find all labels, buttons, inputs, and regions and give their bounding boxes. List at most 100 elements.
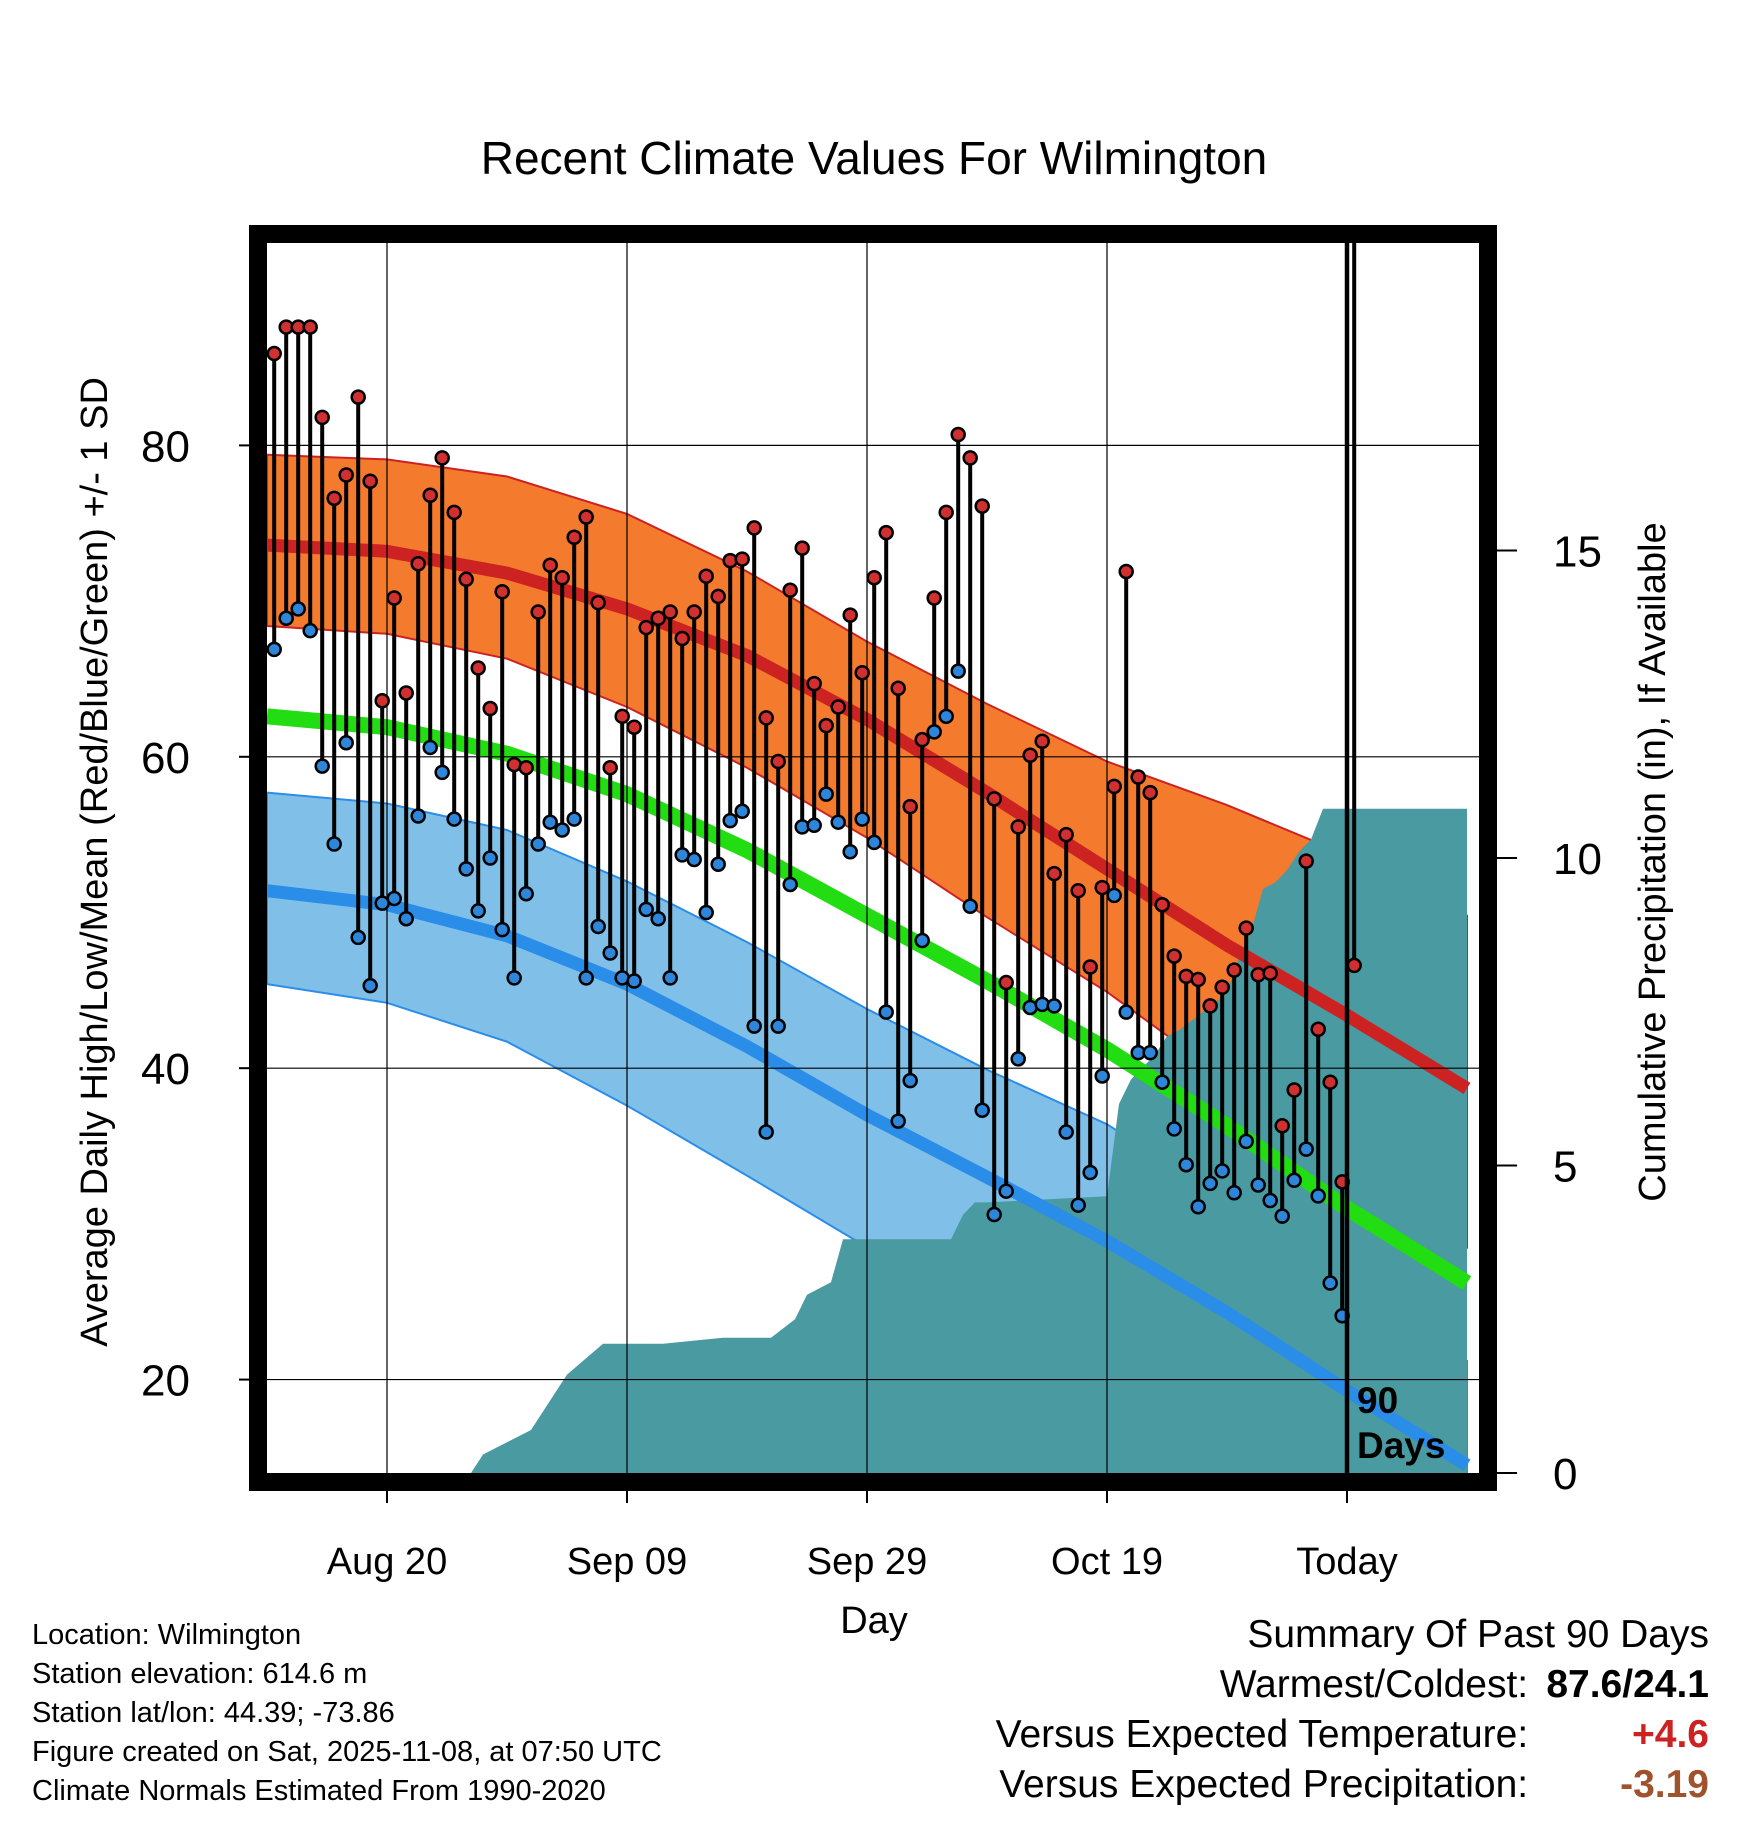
daily-high-point (614, 708, 630, 725)
daily-high-point (1130, 769, 1146, 785)
chart-title: Recent Climate Values For Wilmington (481, 132, 1268, 184)
daily-high-point (482, 700, 498, 717)
daily-low-point (878, 1004, 894, 1020)
daily-high-point (542, 557, 558, 574)
daily-low-point (1286, 1172, 1302, 1189)
daily-high-point (842, 607, 858, 623)
daily-high-point (962, 450, 978, 466)
daily-low-point (926, 724, 942, 740)
daily-low-point (866, 834, 882, 851)
daily-low-point (350, 929, 366, 946)
daily-low-point (746, 1018, 762, 1034)
summary-precip-row: Versus Expected Precipitation: -3.19 (996, 1760, 1709, 1810)
daily-low-point (1298, 1141, 1314, 1157)
y-tick-label: 40 (141, 1045, 190, 1094)
daily-low-point (1118, 1004, 1134, 1020)
daily-low-point (386, 890, 402, 907)
warmest-label: Warmest/Coldest: (1219, 1663, 1529, 1706)
y-tick-label: 80 (141, 422, 190, 471)
daily-low-point (446, 811, 462, 827)
daily-high-point (530, 604, 546, 620)
daily-low-point (1046, 998, 1062, 1014)
daily-high-point (302, 319, 318, 335)
daily-high-point (806, 675, 822, 692)
daily-low-point (338, 735, 354, 751)
daily-high-point (554, 569, 570, 586)
daily-high-point (1022, 747, 1038, 763)
temp-value: +4.6 (1632, 1713, 1709, 1756)
summary-panel: Summary Of Past 90 Days Warmest/Coldest:… (996, 1610, 1709, 1810)
daily-high-point (1142, 784, 1158, 801)
temp-label: Versus Expected Temperature: (995, 1713, 1529, 1756)
daily-low-point (1106, 887, 1122, 904)
daily-high-point (326, 490, 342, 507)
precipitation-area (267, 808, 1467, 1473)
daily-low-point (1274, 1208, 1290, 1224)
daily-low-point (1178, 1156, 1194, 1173)
daily-low-point (1250, 1177, 1266, 1193)
daily-high-point (578, 509, 594, 525)
daily-low-point (698, 904, 714, 921)
daily-high-point (998, 974, 1014, 991)
daily-low-point (578, 970, 594, 986)
daily-high-point (674, 630, 690, 647)
daily-high-point (1106, 778, 1122, 795)
daily-high-point (938, 504, 954, 521)
daily-low-point (302, 622, 318, 639)
daily-low-point (470, 903, 486, 919)
y-tick-label: 60 (141, 734, 190, 783)
x-axis-label: Day (840, 1600, 908, 1642)
daily-low-point (842, 844, 858, 860)
daily-low-point (1262, 1192, 1278, 1209)
today-days-number: 90 (1357, 1380, 1398, 1421)
latlon-text: Station lat/lon: 44.39; -73.86 (32, 1697, 395, 1729)
daily-low-point (542, 814, 558, 830)
daily-low-point (1154, 1074, 1170, 1090)
daily-low-point (482, 850, 498, 866)
daily-high-point (854, 664, 870, 681)
daily-high-point (1154, 896, 1170, 913)
daily-high-point (902, 798, 918, 815)
daily-high-point (1262, 965, 1278, 981)
daily-high-point (770, 753, 786, 770)
daily-low-point (1094, 1068, 1110, 1084)
daily-high-point (626, 719, 642, 735)
daily-low-point (1202, 1175, 1218, 1192)
daily-low-point (806, 817, 822, 834)
station-info: Location: Wilmington Station elevation: … (32, 1616, 662, 1811)
y2-tick-label: 15 (1553, 528, 1602, 577)
daily-high-point (1202, 998, 1218, 1014)
daily-high-point (1034, 733, 1050, 749)
daily-low-point (1238, 1133, 1254, 1150)
daily-low-point (914, 932, 930, 949)
x-tick-label: Sep 09 (567, 1541, 687, 1583)
daily-high-point (518, 759, 534, 776)
daily-high-point (986, 791, 1002, 807)
daily-high-point (1286, 1082, 1302, 1098)
x-tick-label: Oct 19 (1051, 1541, 1163, 1583)
daily-low-point (650, 910, 666, 927)
daily-low-point (950, 663, 966, 679)
summary-temp-row: Versus Expected Temperature: +4.6 (996, 1710, 1709, 1760)
daily-low-point (1166, 1121, 1182, 1137)
x-tick-label: Sep 29 (807, 1541, 927, 1583)
daily-low-point (782, 876, 798, 893)
daily-high-point (338, 467, 354, 483)
daily-low-point (758, 1124, 774, 1140)
daily-high-point (1238, 920, 1254, 936)
daily-high-point (758, 710, 774, 726)
daily-low-point (818, 786, 834, 802)
daily-low-point (854, 811, 870, 827)
daily-high-point (782, 582, 798, 598)
daily-high-point (1010, 819, 1026, 835)
daily-high-point (434, 450, 450, 466)
daily-high-point (267, 345, 282, 362)
daily-low-point (398, 910, 414, 927)
daily-low-point (1082, 1164, 1098, 1181)
daily-high-point (314, 409, 330, 426)
daily-low-point (638, 901, 654, 918)
daily-low-point (566, 811, 582, 827)
daily-low-point (1142, 1044, 1158, 1061)
daily-high-point (866, 569, 882, 586)
